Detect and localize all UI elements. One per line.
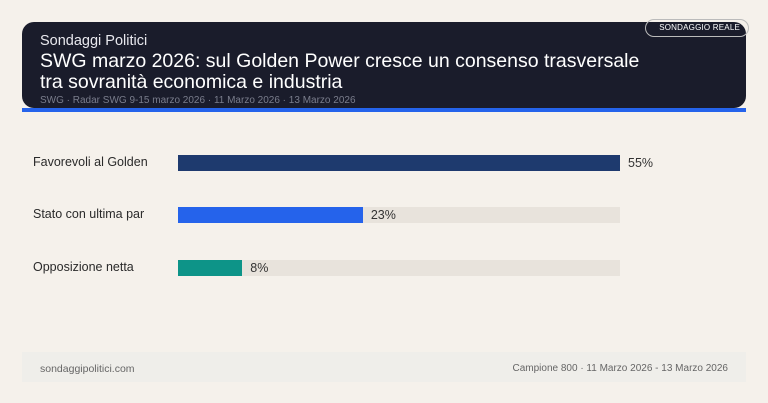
bar [178, 207, 363, 223]
data-label: 55% [628, 156, 654, 170]
bar [178, 260, 243, 276]
sample-info: Campione 800 · 11 Marzo 2026 - 13 Marzo … [512, 363, 729, 374]
data-label: 8% [250, 261, 269, 275]
status-badge: SONDAGGIO REALE [645, 19, 749, 37]
accent-divider [22, 108, 746, 112]
bar-track [178, 260, 620, 276]
site-link[interactable]: sondaggipolitici.com [40, 363, 135, 375]
footer: sondaggipolitici.com Campione 800 · 11 M… [22, 352, 746, 382]
category-label: Favorevoli al Golden [33, 155, 148, 169]
brand-name: Sondaggi Politici [40, 33, 148, 49]
data-label: 23% [370, 208, 396, 222]
category-label: Opposizione netta [33, 260, 134, 274]
subtitle: SWG · Radar SWG 9-15 marzo 2026 · 11 Mar… [40, 95, 356, 106]
category-label: Stato con ultima par [33, 207, 145, 221]
header-card: Sondaggi Politici SWG marzo 2026: sul Go… [22, 22, 746, 108]
bar [178, 155, 620, 171]
page-title: SWG marzo 2026: sul Golden Power cresce … [40, 50, 640, 93]
